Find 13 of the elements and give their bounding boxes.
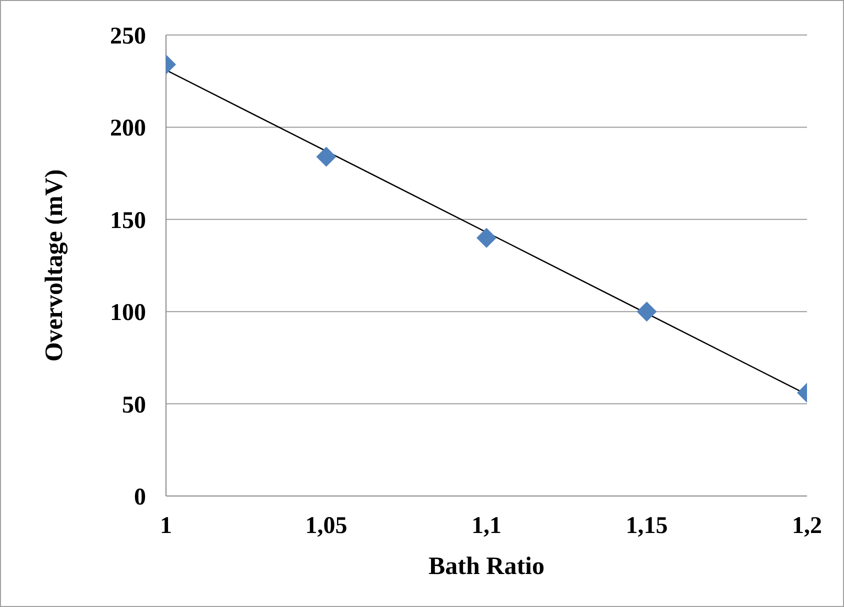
y-axis-title: Overvoltage (mV) [40,169,68,362]
x-tick-label: 1,15 [626,513,668,540]
y-tick-label: 100 [110,300,146,326]
x-tick-label: 1 [160,513,172,540]
x-axis-title: Bath Ratio [428,553,544,580]
x-tick-label: 1,2 [792,513,822,540]
x-tick-label: 1,1 [472,513,502,540]
y-tick-label: 0 [134,484,146,511]
y-tick-label: 150 [110,208,146,234]
y-tick-label: 200 [110,116,146,142]
x-tick-label: 1,05 [305,513,348,540]
y-tick-label: 50 [122,392,146,418]
y-tick-label: 250 [110,24,146,50]
